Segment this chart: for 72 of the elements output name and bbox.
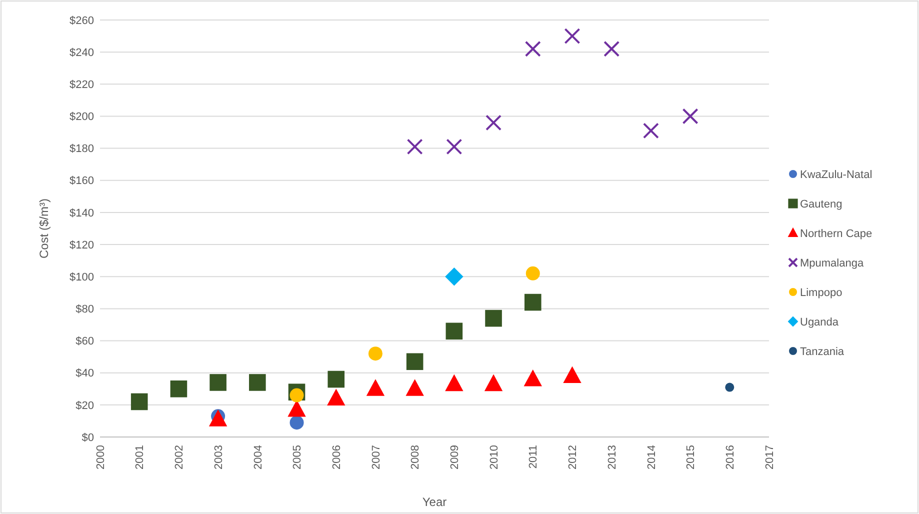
- x-tick-label: 2003: [212, 445, 225, 470]
- point: [563, 366, 582, 384]
- point: [642, 122, 659, 139]
- point: [564, 28, 580, 44]
- y-tick-label: $180: [70, 143, 94, 156]
- x-tick-label: 2012: [567, 445, 580, 470]
- x-tick-label: 2007: [370, 445, 382, 470]
- y-tick-label: $240: [70, 46, 94, 59]
- y-tick-label: $0: [82, 432, 94, 444]
- point: [446, 322, 463, 340]
- legend-label: KwaZulu-Natal: [800, 168, 872, 181]
- y-tick-label: $100: [70, 271, 94, 284]
- y-tick-label: $140: [70, 207, 94, 220]
- point: [682, 108, 698, 124]
- point: [604, 40, 620, 57]
- x-tick-label: 2008: [410, 445, 422, 470]
- x-tick-label: 2013: [606, 445, 618, 470]
- y-tick-label: $220: [70, 79, 94, 92]
- point: [524, 294, 542, 311]
- x-tick-label: 2001: [134, 445, 146, 470]
- point: [208, 410, 228, 426]
- y-tick-label: $80: [76, 304, 94, 316]
- x-tick-label: 2017: [764, 445, 776, 470]
- y-tick-label: $120: [70, 239, 94, 252]
- y-tick-label: $200: [70, 111, 94, 124]
- point: [445, 374, 464, 392]
- point: [526, 266, 540, 280]
- point: [725, 382, 734, 392]
- legend-label: Tanzania: [800, 346, 845, 358]
- point: [368, 346, 382, 361]
- x-tick-label: 2015: [685, 445, 698, 470]
- point: [484, 374, 503, 392]
- point: [210, 374, 226, 391]
- legend-label: Gauteng: [800, 198, 842, 210]
- x-tick-label: 2011: [528, 445, 540, 469]
- legend-label: Mpumalanga: [800, 257, 864, 270]
- point: [445, 268, 464, 286]
- x-tick-label: 2016: [724, 445, 736, 470]
- point: [406, 353, 424, 370]
- y-axis-title: Cost ($/m³): [37, 198, 51, 258]
- point: [130, 393, 148, 410]
- x-tick-label: 2005: [292, 445, 304, 470]
- y-tick-label: $160: [70, 175, 94, 188]
- point: [249, 374, 266, 391]
- legend-label: Limpopo: [800, 286, 842, 299]
- x-axis-title: Year: [422, 495, 447, 509]
- y-tick-label: $40: [76, 368, 94, 380]
- point: [366, 379, 385, 396]
- legend-label: Northern Cape: [800, 228, 872, 240]
- point: [446, 138, 462, 155]
- x-tick-label: 2006: [330, 445, 343, 470]
- point: [406, 138, 423, 155]
- x-tick-label: 2014: [646, 445, 658, 470]
- y-tick-label: $20: [76, 400, 94, 412]
- y-tick-label: $60: [76, 336, 94, 348]
- point: [486, 114, 502, 131]
- x-tick-label: 2000: [94, 445, 107, 470]
- point: [328, 370, 345, 388]
- legend-label: Uganda: [800, 316, 840, 328]
- x-tick-label: 2004: [252, 445, 264, 470]
- x-tick-label: 2009: [449, 445, 462, 470]
- point: [290, 388, 304, 402]
- x-tick-label: 2010: [488, 445, 500, 470]
- y-tick-label: $260: [70, 14, 94, 27]
- x-tick-label: 2002: [174, 445, 186, 470]
- point: [290, 416, 304, 430]
- point: [406, 379, 424, 396]
- point: [170, 380, 188, 398]
- point: [524, 369, 542, 386]
- point: [485, 310, 502, 327]
- point: [524, 40, 541, 57]
- point: [327, 388, 346, 406]
